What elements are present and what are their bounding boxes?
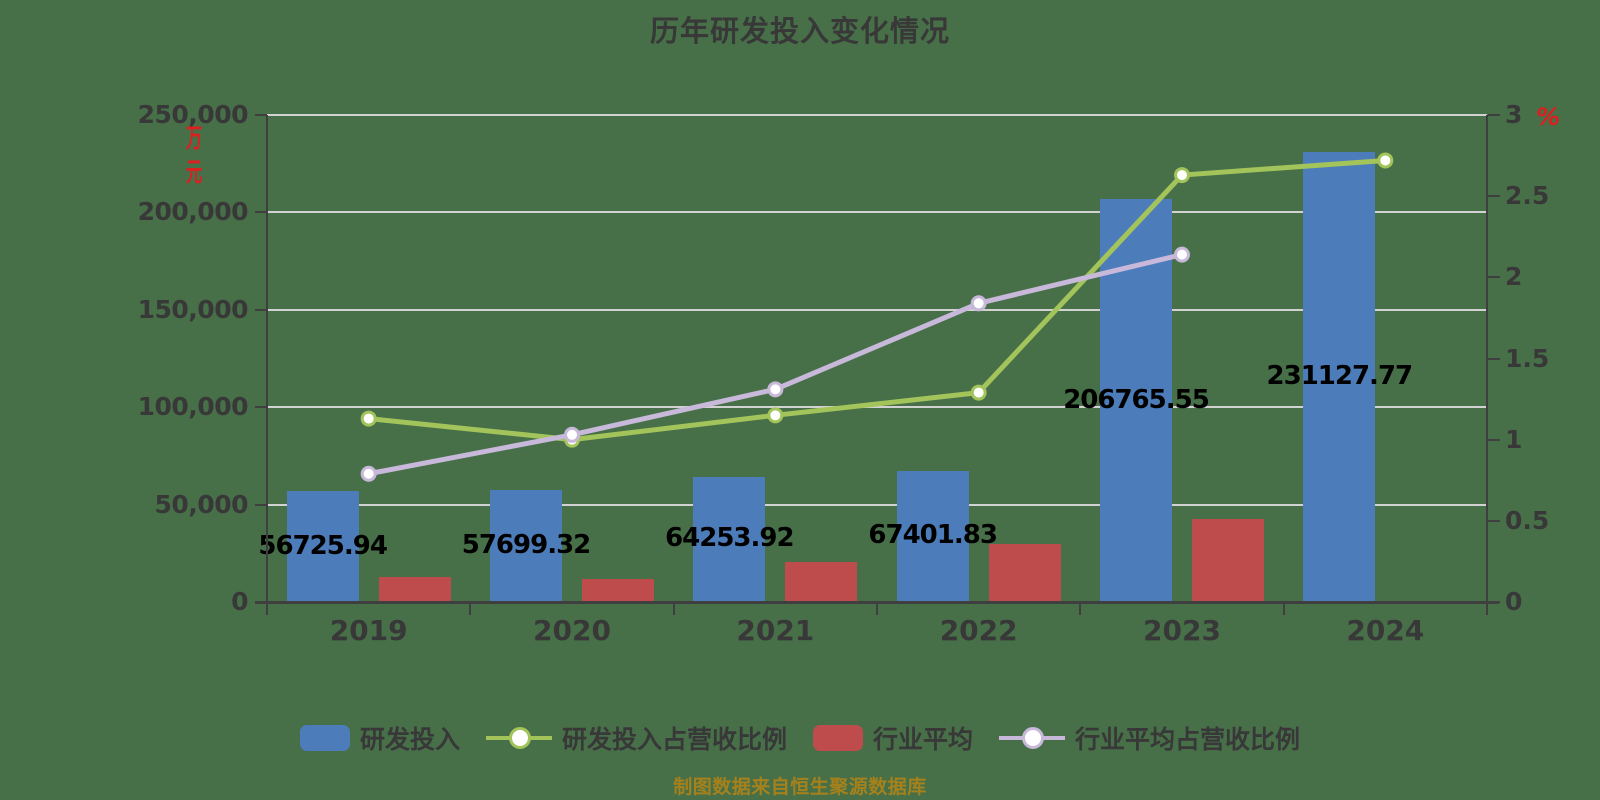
bar-industry-avg-2019[interactable] xyxy=(378,576,451,602)
right-axis-tick xyxy=(1488,195,1500,198)
legend-line-dot xyxy=(1022,727,1045,749)
right-axis-tick xyxy=(1488,438,1500,441)
left-axis-tick-label: 100,000 xyxy=(137,392,249,422)
x-axis-label: 2019 xyxy=(329,614,408,647)
right-axis-tick-label: 1.5 xyxy=(1505,343,1550,373)
right-axis-tick xyxy=(1488,114,1500,116)
x-axis-label: 2023 xyxy=(1143,614,1221,647)
bar-value-label: 206765.55 xyxy=(1063,384,1210,415)
legend-label: 行业平均占营收比例 xyxy=(1075,725,1301,754)
left-axis-tick xyxy=(255,211,267,214)
gridline xyxy=(267,114,1487,116)
bar-value-label: 57699.32 xyxy=(461,529,592,560)
bar-industry-avg-2020[interactable] xyxy=(582,578,654,602)
right-axis-tick-label: 1 xyxy=(1505,424,1523,454)
bar-rd-investment-2022[interactable] xyxy=(896,470,969,602)
caption: 制图数据来自恒生聚源数据库 xyxy=(673,776,927,798)
legend-item-rd-ratio[interactable]: 研发投入占营收比例 xyxy=(485,720,787,756)
legend: 研发投入 研发投入占营收比例 行业平均 行业平均占营收比例 xyxy=(0,716,1600,760)
x-axis-label: 2021 xyxy=(736,614,815,647)
right-axis-tick xyxy=(1488,357,1500,360)
left-axis-tick xyxy=(255,114,267,116)
left-axis-tick-label: 200,000 xyxy=(137,197,249,227)
chart-title: 历年研发投入变化情况 xyxy=(649,14,950,48)
right-axis-unit-label: % xyxy=(1536,103,1561,131)
x-axis-line xyxy=(255,601,1499,604)
bar-industry-avg-2022[interactable] xyxy=(988,543,1061,602)
y-axis-left-line xyxy=(266,115,268,604)
legend-line-marker-icon xyxy=(485,726,552,750)
legend-line-dot xyxy=(508,727,531,749)
bar-value-label: 56725.94 xyxy=(258,530,388,561)
x-axis-tick xyxy=(1079,602,1082,615)
x-axis-tick xyxy=(469,602,472,615)
legend-item-industry-ratio[interactable]: 行业平均占营收比例 xyxy=(999,720,1300,756)
left-axis-tick xyxy=(255,503,267,506)
right-axis-tick-label: 3 xyxy=(1505,100,1523,129)
x-axis-tick xyxy=(672,602,675,615)
legend-item-rd-investment[interactable]: 研发投入 xyxy=(299,720,460,756)
right-axis-tick xyxy=(1488,276,1500,279)
x-axis-tick xyxy=(266,602,268,615)
left-axis-tick xyxy=(255,406,267,409)
gridline xyxy=(267,503,1487,506)
bar-value-label: 67401.83 xyxy=(868,520,998,551)
left-axis-tick-label: 150,000 xyxy=(137,294,249,324)
right-axis-tick-label: 0 xyxy=(1505,587,1523,616)
legend-item-industry-avg[interactable]: 行业平均 xyxy=(813,720,973,756)
legend-label: 研发投入占营收比例 xyxy=(561,725,787,754)
right-axis-tick-label: 2.5 xyxy=(1505,181,1550,211)
right-axis-tick-label: 0.5 xyxy=(1505,505,1550,535)
left-axis-tick-label: 250,000 xyxy=(137,100,249,129)
legend-line-marker-icon xyxy=(999,726,1066,750)
x-axis-label: 2022 xyxy=(939,614,1018,647)
bar-value-label: 231127.77 xyxy=(1266,360,1414,391)
bar-rd-investment-2020[interactable] xyxy=(490,489,562,602)
x-axis-label: 2024 xyxy=(1346,614,1425,647)
bar-rd-investment-2021[interactable] xyxy=(693,476,766,602)
bar-value-label: 64253.92 xyxy=(665,523,795,554)
y-axis-right-line xyxy=(1486,115,1488,604)
left-axis-tick-label: 50,000 xyxy=(154,489,249,519)
legend-swatch-icon xyxy=(299,725,350,751)
legend-swatch-icon xyxy=(813,725,863,751)
right-axis-tick-label: 2 xyxy=(1505,262,1523,292)
left-axis-tick-label: 0 xyxy=(231,587,248,616)
bar-industry-avg-2023[interactable] xyxy=(1192,518,1264,602)
x-axis-tick xyxy=(1486,602,1488,615)
right-axis-tick xyxy=(1488,519,1500,522)
bar-rd-investment-2019[interactable] xyxy=(286,491,359,602)
bar-industry-avg-2021[interactable] xyxy=(785,562,858,602)
legend-label: 研发投入 xyxy=(359,725,460,754)
x-axis-tick xyxy=(1282,602,1285,615)
left-axis-tick xyxy=(255,308,267,311)
x-axis-label: 2020 xyxy=(533,614,611,647)
legend-label: 行业平均 xyxy=(873,725,974,754)
x-axis-tick xyxy=(876,602,878,615)
